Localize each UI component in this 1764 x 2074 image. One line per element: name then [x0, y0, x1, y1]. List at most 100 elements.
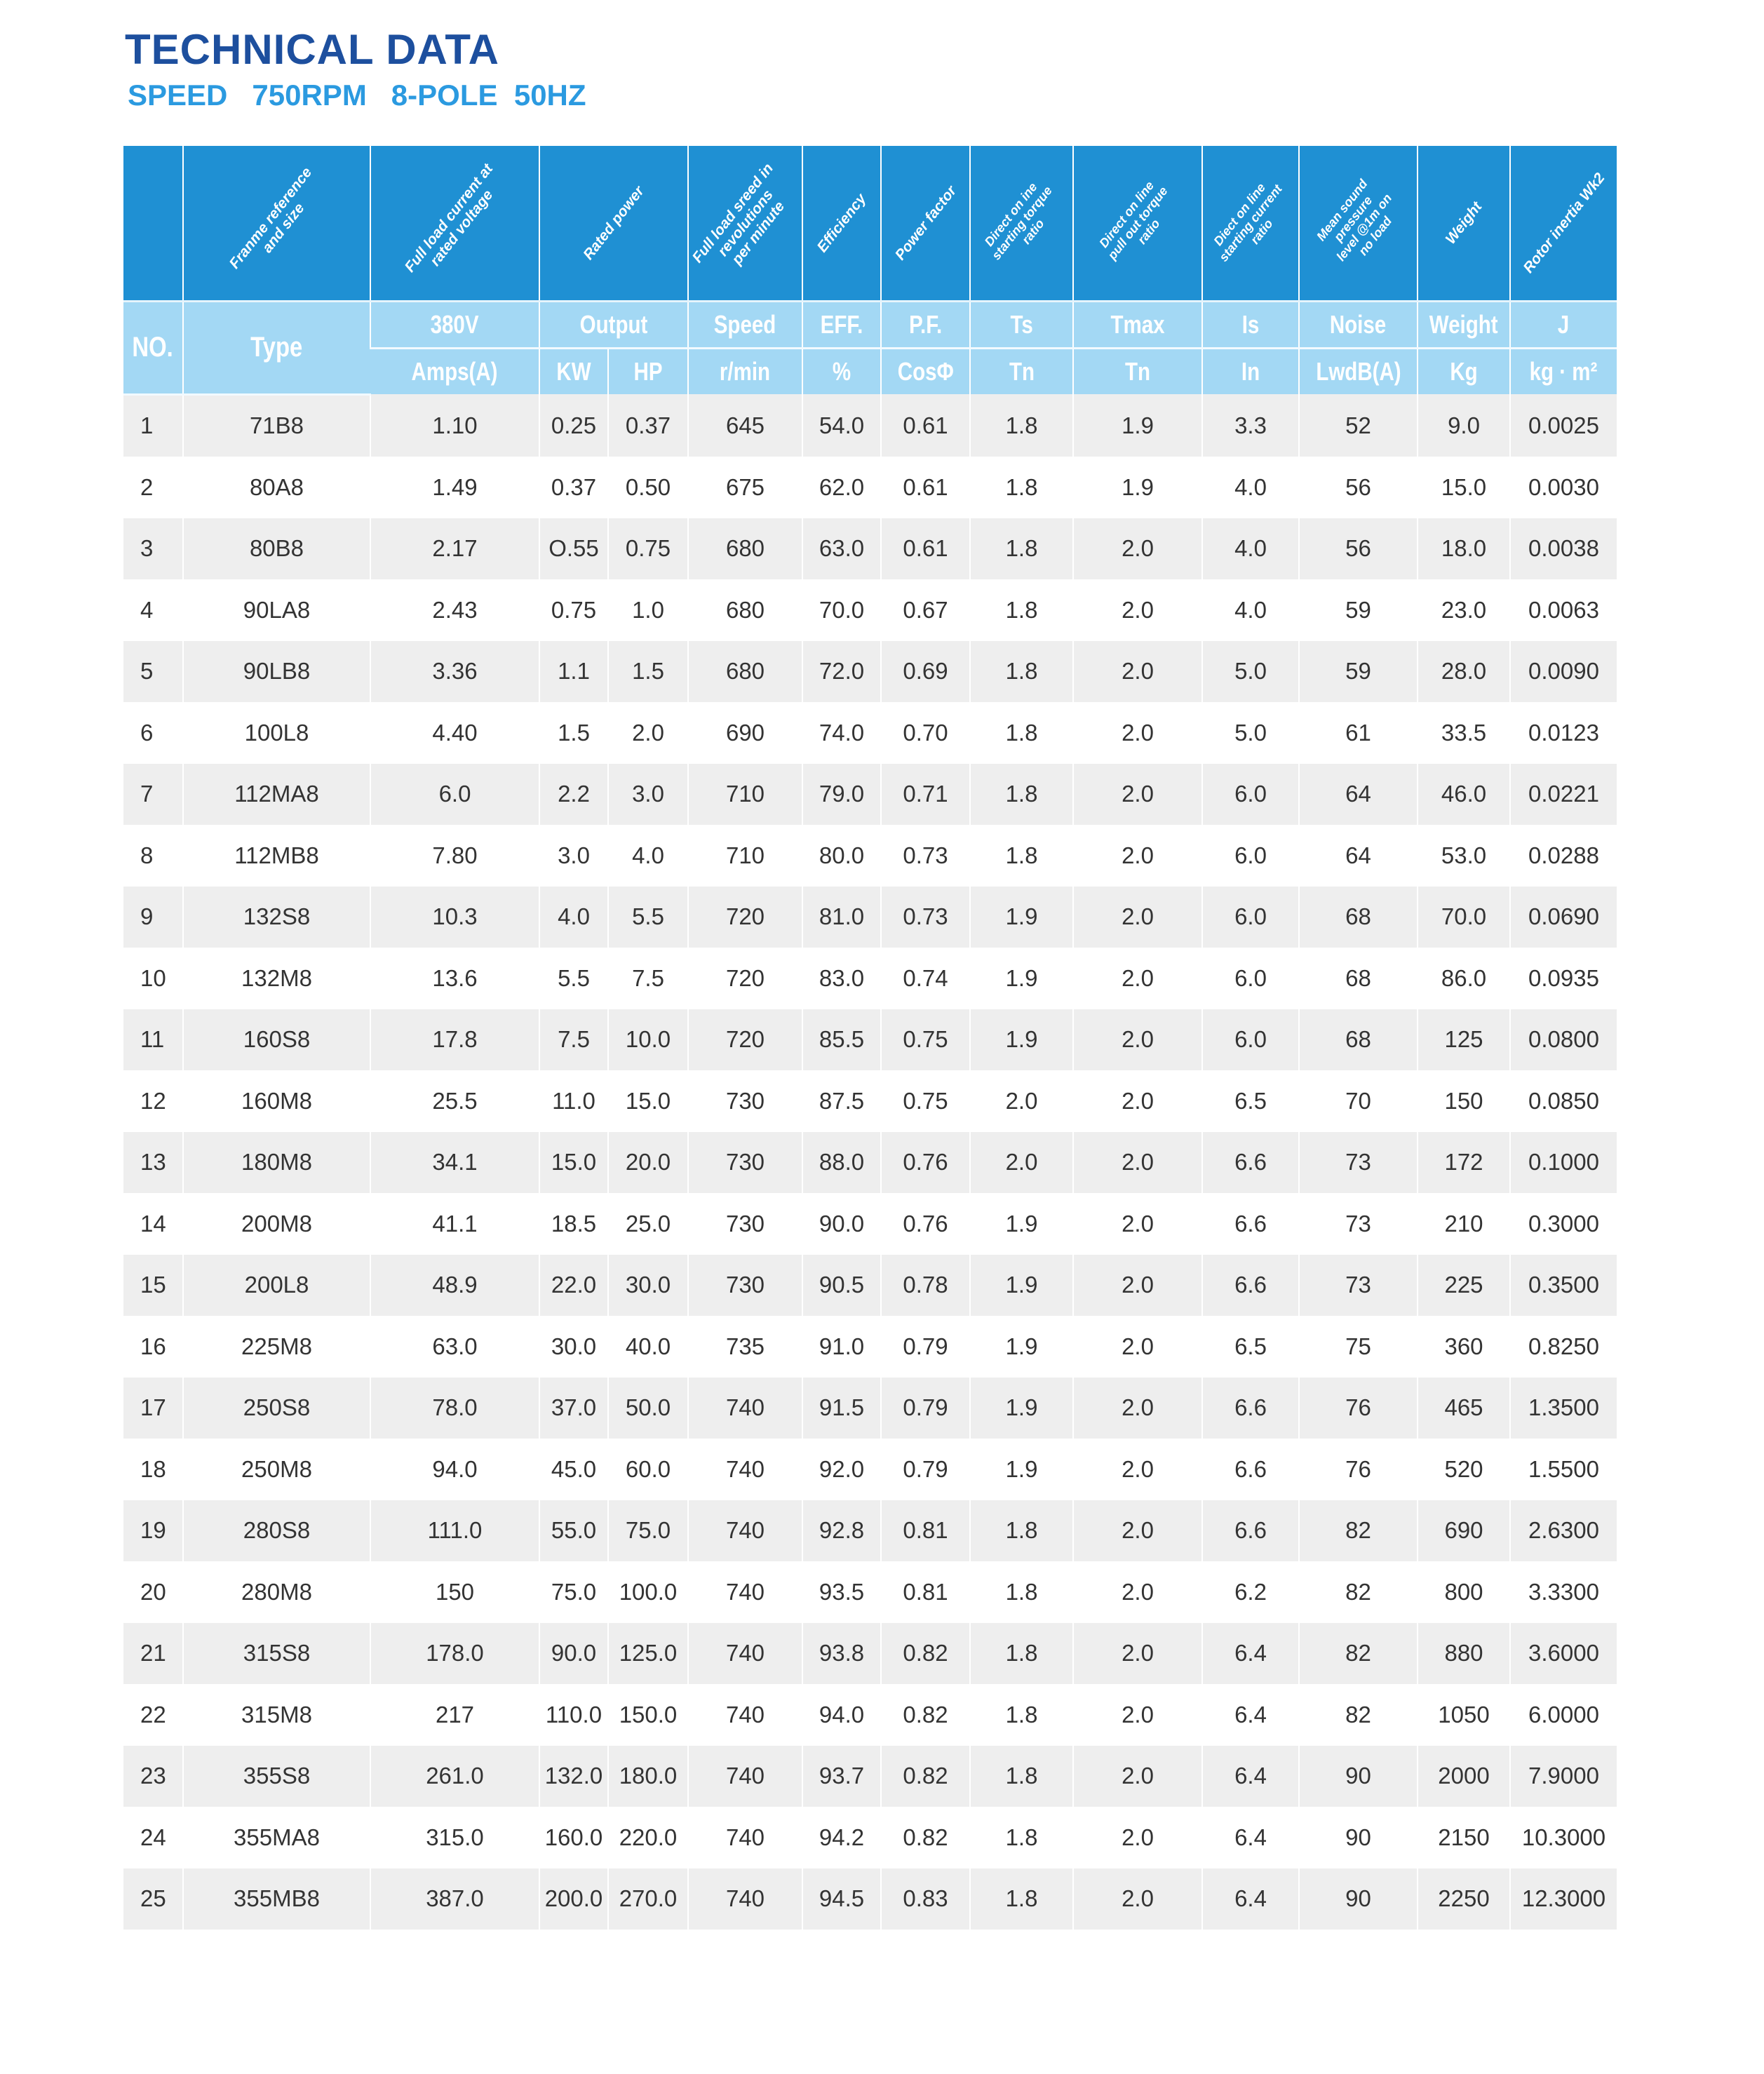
header-label: J [1509, 301, 1617, 349]
cell-amps: 217 [370, 1684, 539, 1746]
header-text: 380V [431, 310, 479, 339]
cell-ts-tn: 2.0 [969, 1131, 1073, 1193]
cell-hp: 40.0 [607, 1316, 688, 1378]
header-label: Output [539, 301, 688, 349]
cell-noise: 59 [1298, 640, 1418, 702]
header-efficiency: Efficiency [802, 146, 881, 302]
cell-amps: 387.0 [370, 1868, 539, 1930]
cell-weight: 70.0 [1417, 886, 1510, 948]
cell-no: 22 [123, 1684, 183, 1746]
cell-ts-tn: 1.9 [969, 948, 1073, 1009]
header-start-torque: Direct on ine starting torque ratio [969, 146, 1073, 302]
header-text: Output [579, 310, 648, 339]
cell-efficiency: 62.0 [802, 457, 881, 518]
cell-tmax-tn: 1.9 [1072, 457, 1202, 518]
cell-noise: 68 [1298, 886, 1418, 948]
cell-type: 132M8 [182, 948, 370, 1009]
header-text: r/min [720, 357, 771, 386]
cell-speed: 740 [687, 1622, 802, 1684]
cell-is-in: 5.0 [1201, 702, 1299, 764]
cell-ts-tn: 1.8 [969, 763, 1073, 825]
header-desc: Weight [1442, 198, 1486, 248]
cell-noise: 56 [1298, 457, 1418, 518]
table-row: 19 280S8 111.0 55.0 75.0 740 92.8 0.81 1.8 2.0 6.6… [123, 1500, 1617, 1561]
header-text: In [1241, 357, 1260, 386]
cell-speed: 690 [687, 702, 802, 764]
cell-ts-tn: 1.9 [969, 1439, 1073, 1500]
cell-inertia: 0.0090 [1509, 640, 1617, 702]
cell-kw: 2.2 [539, 763, 608, 825]
cell-inertia: 0.0025 [1509, 394, 1617, 457]
cell-tmax-tn: 2.0 [1072, 948, 1202, 1009]
header-text: kg · m² [1530, 357, 1598, 386]
cell-kw: 75.0 [539, 1561, 608, 1623]
cell-is-in: 4.0 [1201, 579, 1299, 641]
cell-noise: 90 [1298, 1868, 1418, 1930]
table-row: 13 180M8 34.1 15.0 20.0 730 88.0 0.76 2.0 2.0 6.6 7… [123, 1131, 1617, 1193]
cell-is-in: 6.6 [1201, 1439, 1299, 1500]
cell-hp: 270.0 [607, 1868, 688, 1930]
cell-ts-tn: 1.8 [969, 1500, 1073, 1561]
cell-speed: 675 [687, 457, 802, 518]
header-type-label: Type [250, 332, 303, 363]
cell-no: 7 [123, 763, 183, 825]
header-text: Speed [714, 310, 776, 339]
cell-inertia: 0.0221 [1509, 763, 1617, 825]
cell-speed: 740 [687, 1500, 802, 1561]
cell-is-in: 6.0 [1201, 825, 1299, 887]
header-unit: Tn [969, 348, 1073, 394]
header-text: Tn [1124, 357, 1151, 386]
cell-hp: 1.0 [607, 579, 688, 641]
cell-efficiency: 54.0 [802, 394, 881, 457]
cell-no: 17 [123, 1377, 183, 1439]
header-text: Ts [1010, 310, 1033, 339]
cell-speed: 680 [687, 579, 802, 641]
header-rated-power: Rated power [539, 146, 688, 302]
cell-noise: 90 [1298, 1745, 1418, 1807]
header-blank [123, 146, 183, 302]
table-row: 18 250M8 94.0 45.0 60.0 740 92.0 0.79 1.9 2.0 6.6 7… [123, 1439, 1617, 1500]
cell-amps: 10.3 [370, 886, 539, 948]
cell-kw: 3.0 [539, 825, 608, 887]
cell-tmax-tn: 2.0 [1072, 1193, 1202, 1255]
cell-efficiency: 85.5 [802, 1009, 881, 1070]
cell-speed: 720 [687, 1009, 802, 1070]
cell-inertia: 0.0850 [1509, 1070, 1617, 1132]
cell-is-in: 6.0 [1201, 1009, 1299, 1070]
cell-efficiency: 72.0 [802, 640, 881, 702]
cell-speed: 710 [687, 763, 802, 825]
cell-hp: 0.75 [607, 518, 688, 579]
cell-type: 280S8 [182, 1500, 370, 1561]
cell-power-factor: 0.73 [880, 825, 970, 887]
header-unit: CosΦ [880, 348, 970, 394]
cell-type: 315S8 [182, 1622, 370, 1684]
header-pullout-torque: Direct on line pull out torque ratio [1072, 146, 1202, 302]
cell-power-factor: 0.61 [880, 518, 970, 579]
table-row: 5 90LB8 3.36 1.1 1.5 680 72.0 0.69 1.8 2.0 5.0 59 28… [123, 640, 1617, 702]
cell-ts-tn: 1.8 [969, 579, 1073, 641]
header-text: Is [1241, 310, 1260, 339]
cell-kw: 110.0 [539, 1684, 608, 1746]
cell-noise: 75 [1298, 1316, 1418, 1378]
cell-noise: 70 [1298, 1070, 1418, 1132]
cell-weight: 1050 [1417, 1684, 1510, 1746]
table-body: 1 71B8 1.10 0.25 0.37 645 54.0 0.61 1.8 1.9 3.3 52 9… [123, 394, 1617, 1930]
cell-no: 21 [123, 1622, 183, 1684]
header-text: Tmax [1110, 310, 1165, 339]
cell-type: 71B8 [182, 394, 370, 457]
cell-hp: 1.5 [607, 640, 688, 702]
table-row: 4 90LA8 2.43 0.75 1.0 680 70.0 0.67 1.8 2.0 4.0 59 2… [123, 579, 1617, 641]
table-row: 1 71B8 1.10 0.25 0.37 645 54.0 0.61 1.8 1.9 3.3 52 9… [123, 394, 1617, 457]
cell-kw: 0.75 [539, 579, 608, 641]
cell-tmax-tn: 2.0 [1072, 1745, 1202, 1807]
cell-power-factor: 0.81 [880, 1500, 970, 1561]
cell-no: 6 [123, 702, 183, 764]
cell-ts-tn: 1.9 [969, 1009, 1073, 1070]
cell-amps: 41.1 [370, 1193, 539, 1255]
cell-noise: 68 [1298, 948, 1418, 1009]
cell-is-in: 6.0 [1201, 948, 1299, 1009]
cell-type: 112MB8 [182, 825, 370, 887]
cell-noise: 59 [1298, 579, 1418, 641]
cell-weight: 23.0 [1417, 579, 1510, 641]
header-unit: In [1201, 348, 1299, 394]
